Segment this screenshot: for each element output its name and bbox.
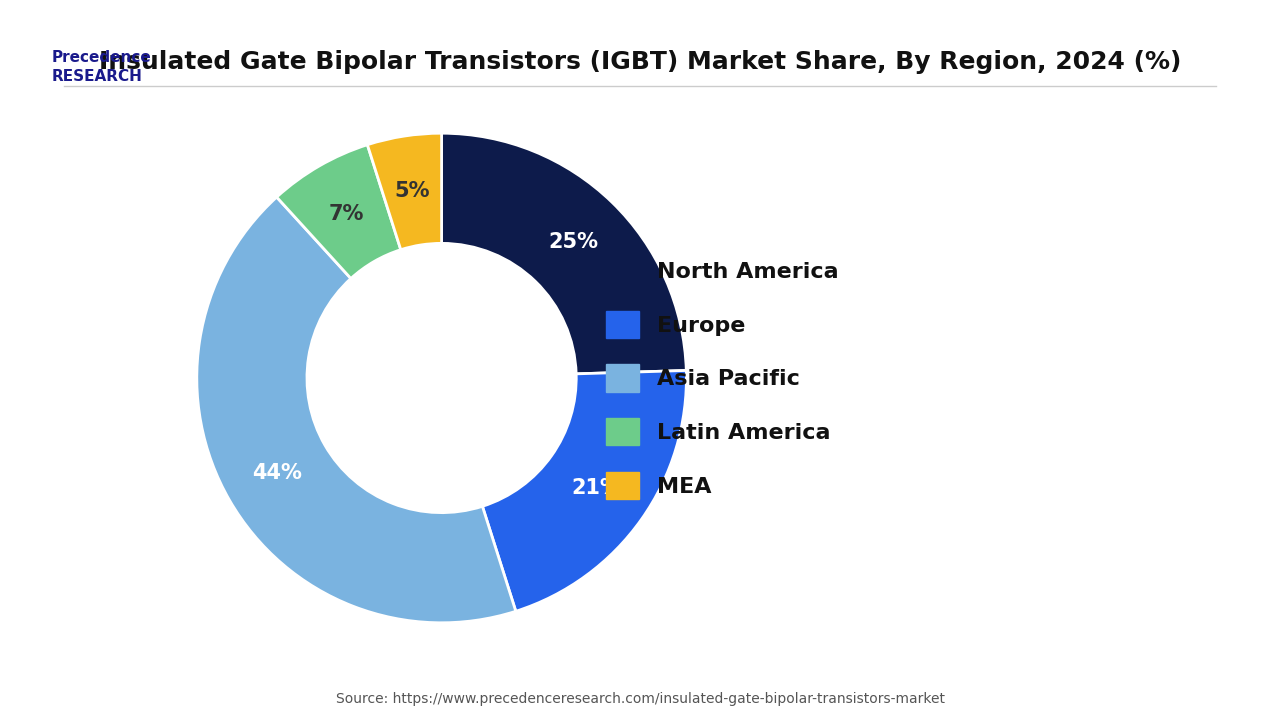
Wedge shape (276, 145, 401, 279)
Text: 21%: 21% (571, 477, 621, 498)
Text: 25%: 25% (549, 232, 599, 252)
Text: Precedence
RESEARCH: Precedence RESEARCH (51, 50, 151, 84)
Text: 7%: 7% (329, 204, 365, 224)
Wedge shape (442, 133, 686, 374)
Legend: North America, Europe, Asia Pacific, Latin America, MEA: North America, Europe, Asia Pacific, Lat… (605, 257, 838, 499)
Wedge shape (197, 197, 516, 623)
Text: Source: https://www.precedenceresearch.com/insulated-gate-bipolar-transistors-ma: Source: https://www.precedenceresearch.c… (335, 692, 945, 706)
Text: Insulated Gate Bipolar Transistors (IGBT) Market Share, By Region, 2024 (%): Insulated Gate Bipolar Transistors (IGBT… (99, 50, 1181, 74)
Wedge shape (367, 133, 442, 250)
Wedge shape (483, 371, 686, 611)
Text: 44%: 44% (252, 463, 302, 483)
Text: 5%: 5% (394, 181, 430, 201)
